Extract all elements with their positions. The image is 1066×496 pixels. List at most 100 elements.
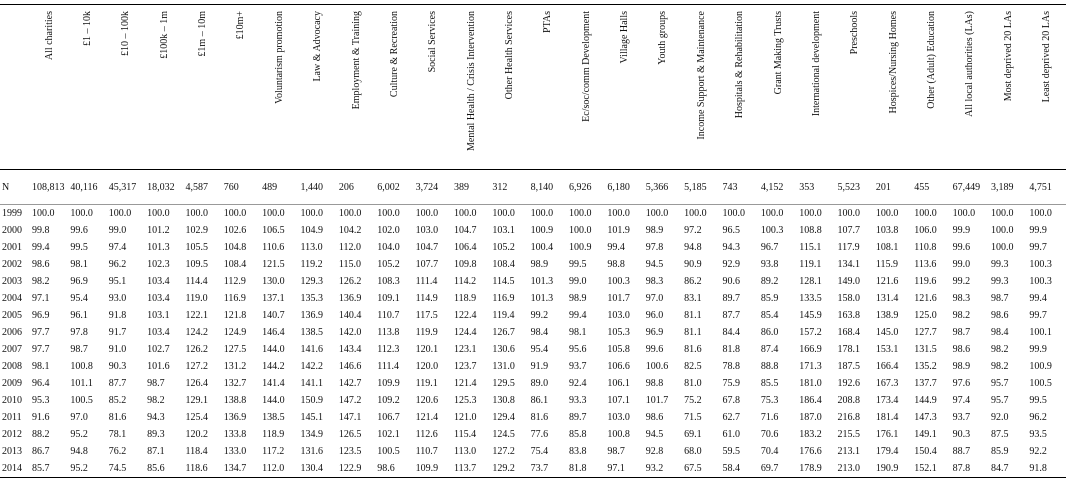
cell: 97.8 — [645, 242, 664, 253]
cell: 144.9 — [914, 395, 937, 406]
cell: 99.0 — [952, 259, 971, 270]
cell: 104.2 — [338, 225, 362, 236]
cell: 106.4 — [453, 242, 477, 253]
cell: 120.0 — [415, 361, 439, 372]
cell: 100.0 — [952, 208, 976, 219]
cell: 96.1 — [70, 310, 88, 321]
column-header: Preschools — [835, 4, 874, 170]
cell: 97.4 — [108, 242, 127, 253]
cell: 99.7 — [1029, 242, 1047, 253]
cell: 101.2 — [147, 225, 170, 236]
cell: 108.4 — [492, 259, 515, 270]
cell: 112.3 — [377, 344, 400, 355]
cell: 85.7 — [30, 460, 69, 478]
cell: 4,152 — [758, 169, 798, 205]
cell: 138.8 — [223, 395, 247, 406]
cell: 96.0 — [645, 310, 664, 321]
column-header-text: Voluntarism promotion — [273, 11, 285, 104]
cell: 87.4 — [760, 344, 779, 355]
cell: 87.1 — [147, 446, 165, 457]
cell: 81.8 — [722, 344, 740, 355]
column-header-text: Mental Health / Crisis Intervention — [465, 11, 477, 151]
column-header: PTAs — [528, 4, 568, 170]
cell: 98.4 — [530, 327, 549, 338]
cell: 122.9 — [336, 460, 376, 478]
cell: 96.2 — [1029, 412, 1047, 423]
cell: 94.8 — [70, 446, 88, 457]
cell: 115.9 — [875, 259, 899, 270]
cell: 146.6 — [338, 361, 362, 372]
cell: 312 — [490, 169, 529, 205]
column-header: Youth groups — [643, 4, 683, 170]
cell: 123.1 — [453, 344, 477, 355]
cell: 103.0 — [415, 225, 439, 236]
cell: 88.7 — [952, 446, 971, 457]
cell: 91.6 — [32, 412, 50, 423]
cell: 98.6 — [32, 259, 50, 270]
cell: 133.5 — [799, 293, 822, 304]
cell: 86.7 — [32, 446, 50, 457]
column-header-text: Hospices/Nursing Homes — [887, 11, 899, 114]
cell: 147.3 — [914, 412, 937, 423]
cell: 107.1 — [607, 395, 630, 406]
cell: 137.7 — [914, 378, 937, 389]
cell: 93.0 — [108, 293, 127, 304]
row-label: 2013 — [2, 446, 22, 457]
cell: 58.4 — [720, 460, 759, 478]
cell: 150.4 — [914, 446, 937, 457]
cell: 213.1 — [837, 446, 861, 457]
cell: 124.2 — [185, 327, 208, 338]
cell: 95.7 — [990, 378, 1009, 389]
cell: 106.6 — [607, 361, 630, 372]
cell: 109.8 — [453, 259, 477, 270]
cell: 76.2 — [108, 446, 127, 457]
cell: 45,317 — [106, 169, 146, 205]
cell: 127.2 — [185, 361, 208, 372]
cell: 101.7 — [607, 293, 630, 304]
cell: 102.0 — [377, 225, 400, 236]
cell: 94.3 — [147, 412, 165, 423]
cell: 121.5 — [262, 259, 285, 270]
cell: 100.0 — [760, 208, 784, 219]
cell: 131.2 — [223, 361, 247, 372]
cell: 18,032 — [145, 169, 184, 205]
cell: 97.2 — [684, 225, 702, 236]
cell: 135.3 — [300, 293, 324, 304]
column-header: Social Services — [413, 4, 452, 170]
cell: 119.2 — [300, 259, 323, 270]
cell: 136.9 — [300, 310, 324, 321]
cell: 183.2 — [799, 429, 822, 440]
cell: 100.0 — [684, 208, 707, 219]
cell: 108.3 — [377, 276, 400, 287]
row-label: 2001 — [2, 242, 22, 253]
table-row: 2011 91.6 97.0 81.6 94.3 125.4 136.9 138.5 145.1… — [0, 409, 1066, 426]
cell: 81.6 — [530, 412, 549, 423]
cell: 114.2 — [453, 276, 477, 287]
cell: 144.0 — [262, 395, 285, 406]
cell: 96.9 — [32, 310, 50, 321]
cell: 127.2 — [492, 446, 515, 457]
column-header-text: Hospitals & Rehabilitation — [734, 11, 746, 119]
cell: 112.9 — [223, 276, 246, 287]
table-row: 2010 95.3 100.5 85.2 98.2 129.1 138.8 144.0 150.… — [0, 392, 1066, 409]
cell: 91.9 — [530, 361, 549, 372]
cell: 152.1 — [912, 460, 951, 478]
cell: 75.2 — [684, 395, 702, 406]
row-label: 2000 — [2, 225, 22, 236]
column-header-text: International development — [810, 11, 822, 117]
data-table: All charities £1 – 10k £10 – 100k £100k – 1… — [0, 4, 1066, 478]
cell: 103.4 — [147, 276, 170, 287]
cell: 100.8 — [607, 429, 630, 440]
column-header-text: Culture & Recreation — [388, 11, 400, 98]
cell: 181.0 — [799, 378, 822, 389]
cell: 98.3 — [645, 276, 664, 287]
cell: 142.0 — [338, 327, 362, 338]
cell: 98.7 — [990, 293, 1009, 304]
cell: 171.3 — [799, 361, 822, 372]
cell: 124.9 — [223, 327, 247, 338]
cell: 89.7 — [569, 412, 587, 423]
cell: 81.6 — [108, 412, 127, 423]
cell: 97.7 — [32, 344, 50, 355]
cell: 98.8 — [645, 378, 664, 389]
cell: 98.9 — [645, 225, 664, 236]
